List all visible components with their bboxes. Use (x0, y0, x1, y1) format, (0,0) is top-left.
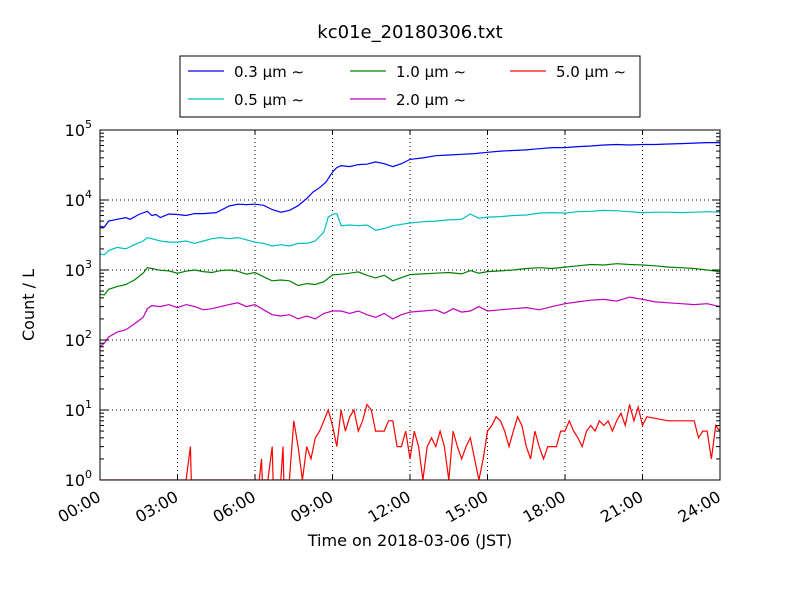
y-tick-label: 103 (65, 258, 92, 280)
legend-label: 0.3 μm ∼ (234, 63, 304, 81)
series-line-3 (100, 296, 720, 348)
series-line-4 (100, 403, 720, 480)
y-tick-label: 102 (65, 328, 92, 350)
legend-label: 0.5 μm ∼ (234, 91, 304, 109)
series-line-1 (100, 209, 720, 256)
x-tick-label: 09:00 (287, 487, 336, 527)
x-tick-label: 18:00 (520, 487, 569, 527)
x-axis-label: Time on 2018-03-06 (JST) (307, 531, 512, 550)
x-tick-label: 06:00 (210, 487, 259, 527)
y-tick-label: 105 (65, 118, 92, 140)
y-axis-label: Count / L (19, 269, 38, 341)
chart-title: kc01e_20180306.txt (317, 22, 502, 43)
series-line-2 (100, 263, 720, 296)
x-tick-label: 15:00 (442, 487, 491, 527)
legend-box (179, 55, 641, 118)
y-tick-label: 101 (65, 398, 92, 420)
axis-ticks: 00:00 03:00 06:00 09:00 12:00 15:00 18:00 21:00… (55, 118, 724, 527)
x-tick-label: 00:00 (55, 487, 104, 527)
legend-label: 1.0 μm ∼ (396, 63, 466, 81)
y-tick-label: 100 (65, 468, 92, 490)
plot-area (100, 142, 720, 480)
legend-label: 2.0 μm ∼ (396, 91, 466, 109)
legend: 0.3 μm ∼ 0.5 μm ∼ 1.0 μm ∼ 2.0 μm ∼ 5.0 μm ∼ (179, 55, 641, 118)
x-tick-label: 03:00 (132, 487, 181, 527)
x-tick-label: 24:00 (675, 487, 724, 527)
x-tick-label: 21:00 (597, 487, 646, 527)
series-line-0 (100, 142, 720, 228)
y-tick-label: 104 (65, 188, 92, 210)
legend-label: 5.0 μm ∼ (556, 63, 626, 81)
x-tick-label: 12:00 (365, 487, 414, 527)
grid (100, 130, 720, 480)
